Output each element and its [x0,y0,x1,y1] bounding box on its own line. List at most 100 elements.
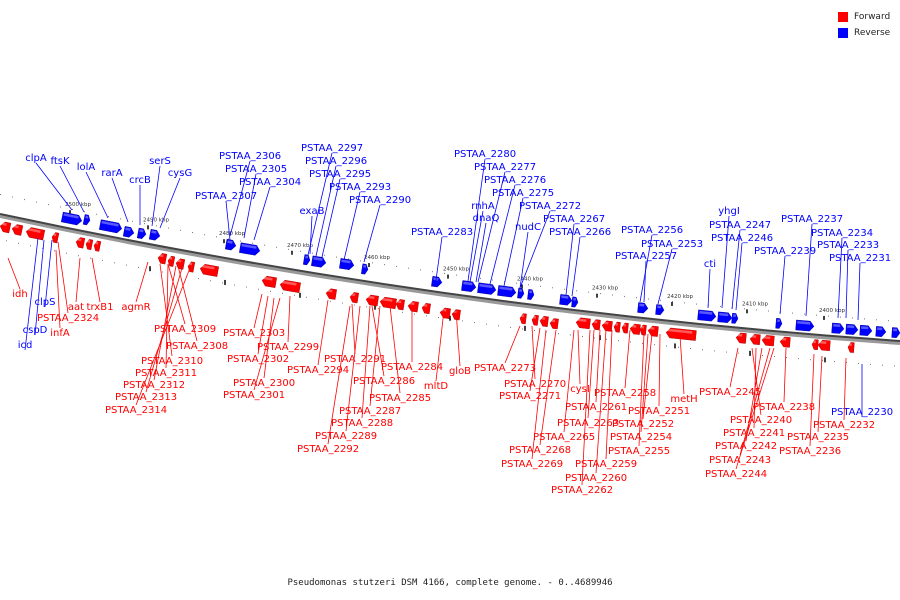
gene-label: icd [18,340,33,351]
gene-arrow-highlight [893,328,898,332]
gene-label-leader [638,333,645,447]
gene-arrow-highlight [813,340,816,344]
gene-arrow-shape [439,307,451,319]
gene-arrow-highlight [409,301,415,306]
gene-arrow-highlight [363,264,367,268]
scale-dot-upper [300,250,301,252]
gene-label-leader [845,249,849,319]
gene-label: PSTAA_2306 [219,151,281,162]
forward-gene-arrow [75,237,86,249]
gene-arrow-highlight [819,340,827,344]
axis-tick-label: 2470 kbp [287,243,313,249]
gene-label-leader [595,329,601,403]
gene-arrow-shape [395,299,405,311]
scale-dot-lower [786,357,787,359]
gene-label-leader [363,204,381,263]
gene-arrow-shape [25,227,46,241]
scale-dot-lower [498,325,499,327]
reverse-gene-arrow [859,324,873,336]
scale-dot-lower [702,349,703,351]
gene-arrow-shape [461,280,477,292]
gene-label-leader [371,305,385,377]
gene-label: infA [50,328,70,339]
gene-arrow-highlight [263,276,273,281]
gene-arrow-highlight [797,321,811,325]
gene-arrow-highlight [341,259,351,264]
gene-label: aat [68,302,84,313]
axis-tick-label: 2490 kbp [143,217,169,223]
gene-label: PSTAA_2267 [543,214,605,225]
scale-dot-upper [348,258,349,260]
gene-label-leader [167,263,186,325]
gene-label-leader [857,262,861,321]
reverse-gene-arrow [527,289,535,300]
gene-label-leader [91,257,101,303]
forward-gene-arrow [51,232,60,244]
gene-arrow-highlight [351,293,356,297]
gene-arrow-highlight [733,314,736,317]
gene-label: exaB [300,206,325,217]
scale-dot-upper [24,199,25,201]
scale-dot-lower [834,361,835,363]
gene-arrow-shape [167,255,176,267]
gene-arrow-shape [637,302,649,314]
gene-arrow-highlight [77,238,82,242]
gene-label: PSTAA_2262 [551,485,613,496]
gene-arrow-highlight [367,295,375,300]
gene-label: PSTAA_2233 [817,240,879,251]
scale-dot-upper [180,229,181,231]
forward-gene-arrow [647,325,659,337]
forward-gene-arrow [187,261,196,273]
gene-label: PSTAA_2268 [509,445,571,456]
gene-arrow-highlight [423,303,428,307]
gene-label: PSTAA_2273 [474,363,536,374]
forward-gene-arrow [735,332,747,344]
reverse-gene-arrow [891,327,900,338]
gene-label: PSTAA_2276 [484,175,546,186]
gene-label-leader [253,186,271,241]
gene-label: PSTAA_2280 [454,149,516,160]
forward-gene-arrow [421,303,431,315]
gene-arrow-highlight [649,326,655,330]
scale-dot-lower [78,255,79,257]
gene-label-leader [287,295,291,343]
scale-dot-upper [48,204,49,206]
gene-label-leader [475,222,487,283]
gene-label-leader [345,305,361,432]
gene-label: mltD [424,381,448,392]
gene-arrow-highlight [227,240,233,244]
scale-dot-upper [396,265,397,267]
gene-label-leader [351,303,356,355]
gene-label: PSTAA_2309 [154,324,216,335]
scale-dot-upper [648,298,649,300]
gene-arrow-highlight [95,241,99,245]
scale-dot-upper [132,220,133,222]
scale-dot-lower [726,351,727,353]
gene-arrow-highlight [479,283,493,289]
scale-dot-upper [720,306,721,307]
gene-label-leader [489,184,516,285]
gene-label: PSTAA_2294 [287,365,349,376]
scale-dot-upper [228,238,229,240]
gene-label: PSTAA_2292 [297,444,359,455]
scale-dot-upper [444,272,445,274]
gene-label-leader [504,325,521,364]
axis-tick-label: 2440 kbp [517,277,543,283]
gene-label-leader [642,333,653,420]
scale-dot-lower [138,266,139,268]
scale-dot-upper [888,320,889,322]
gene-arrow-shape [136,227,147,239]
gene-arrow-shape [519,313,527,325]
scale-dot-upper [564,288,565,290]
gene-label-leader [435,236,443,281]
gene-label-leader [229,160,251,237]
gene-arrow-shape [11,224,24,236]
gene-label-leader [159,177,181,229]
gene-arrow-highlight [101,220,119,227]
scale-dot-lower [846,362,847,363]
gene-label: cysI [570,384,590,395]
genome-caption: Pseudomonas stutzeri DSM 4166, complete … [287,578,613,588]
scale-dot-lower [882,364,883,366]
gene-label-leader [565,223,575,296]
gene-arrow-highlight [151,230,157,234]
